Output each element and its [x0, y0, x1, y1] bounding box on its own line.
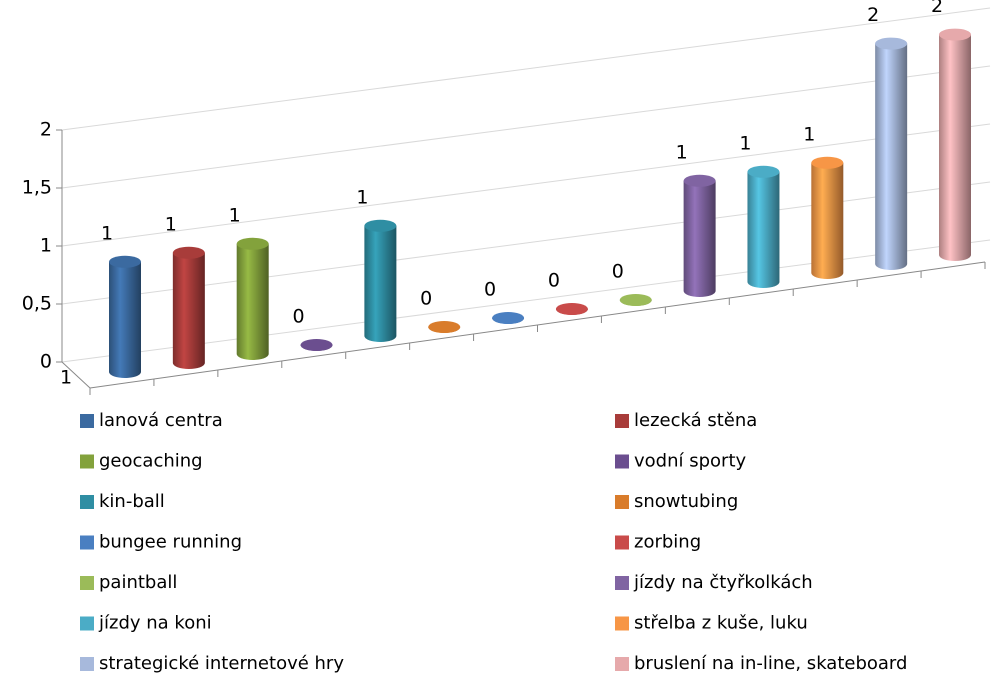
- legend-swatch: [80, 414, 94, 428]
- legend-label: snowtubing: [634, 491, 738, 512]
- cylinder-top: [939, 28, 971, 41]
- y-tick-label: 0: [40, 351, 52, 373]
- legend-swatch: [615, 535, 629, 550]
- grid-line: [61, 65, 991, 189]
- x-axis-side: [61, 361, 91, 389]
- cylinder: [109, 261, 141, 378]
- legend-swatch: [615, 414, 629, 428]
- legend-swatch: [615, 454, 629, 469]
- legend-swatch: [80, 495, 94, 509]
- cylinder: [939, 34, 971, 261]
- cylinder-top: [747, 165, 780, 178]
- cylinder: [747, 171, 780, 288]
- data-label: 0: [484, 279, 496, 301]
- y-tick-label: 1,5: [22, 177, 52, 199]
- legend-swatch: [80, 616, 94, 631]
- legend-label: vodní sporty: [634, 451, 746, 472]
- legend-label: geocaching: [99, 451, 203, 472]
- legend-label: střelba z kuše, luku: [634, 613, 808, 634]
- cylinder: [875, 43, 908, 270]
- legend-swatch: [615, 576, 629, 590]
- data-label: 0: [548, 270, 560, 292]
- cylinder: [236, 243, 269, 360]
- legend-label: zorbing: [634, 532, 701, 553]
- legend-label: lanová centra: [99, 410, 223, 431]
- cylinder-top: [683, 174, 716, 187]
- data-label: 0: [420, 288, 432, 310]
- grid-line: [61, 123, 991, 247]
- legend-label: kin-ball: [99, 491, 165, 512]
- cylinder-top: [300, 339, 333, 351]
- data-label: 1: [739, 132, 751, 154]
- cylinder-top: [172, 246, 205, 259]
- legend-label: bruslení na in-line, skateboard: [634, 653, 907, 674]
- data-label: 1: [803, 123, 815, 145]
- data-label: 0: [292, 306, 304, 328]
- cylinder: [811, 162, 844, 279]
- cylinder-top: [492, 312, 525, 324]
- x-tick-label: 1: [60, 367, 72, 389]
- data-label: 1: [356, 186, 368, 208]
- cylinder-top: [236, 237, 269, 250]
- data-label: 1: [101, 222, 113, 244]
- grid-line: [61, 7, 991, 131]
- y-tick-label: 2: [40, 119, 52, 141]
- legend-label: jízdy na čtyřkolkách: [633, 572, 813, 593]
- y-tick-label: 0,5: [22, 293, 52, 315]
- legend-label: bungee running: [99, 532, 242, 553]
- data-label: 1: [165, 213, 177, 235]
- cylinder: [172, 252, 205, 369]
- legend-swatch: [80, 454, 94, 469]
- data-label: 0: [612, 261, 624, 283]
- legend-swatch: [615, 657, 629, 671]
- legend-label: jízdy na koni: [98, 613, 212, 634]
- cylinder-top: [428, 321, 461, 333]
- data-label: 1: [676, 141, 688, 163]
- legend-swatch: [615, 616, 629, 631]
- cylinder: [364, 225, 397, 342]
- cylinder-top: [109, 255, 141, 268]
- data-label: 2: [867, 4, 879, 26]
- legend-label: lezecká stěna: [634, 410, 757, 431]
- cylinder: [683, 180, 716, 297]
- cylinder-top: [364, 219, 397, 232]
- legend-swatch: [80, 576, 94, 590]
- data-label: 2: [931, 0, 943, 17]
- legend-swatch: [80, 535, 94, 550]
- cylinder-top: [811, 156, 844, 169]
- cylinder-top: [875, 37, 908, 50]
- data-label: 1: [229, 204, 241, 226]
- legend-swatch: [615, 495, 629, 509]
- legend-label: strategické internetové hry: [99, 653, 344, 674]
- legend-label: paintball: [99, 572, 177, 593]
- y-tick-label: 1: [40, 235, 52, 257]
- cylinder-top: [555, 303, 588, 315]
- legend-swatch: [80, 657, 94, 671]
- cylinder-top: [619, 294, 652, 306]
